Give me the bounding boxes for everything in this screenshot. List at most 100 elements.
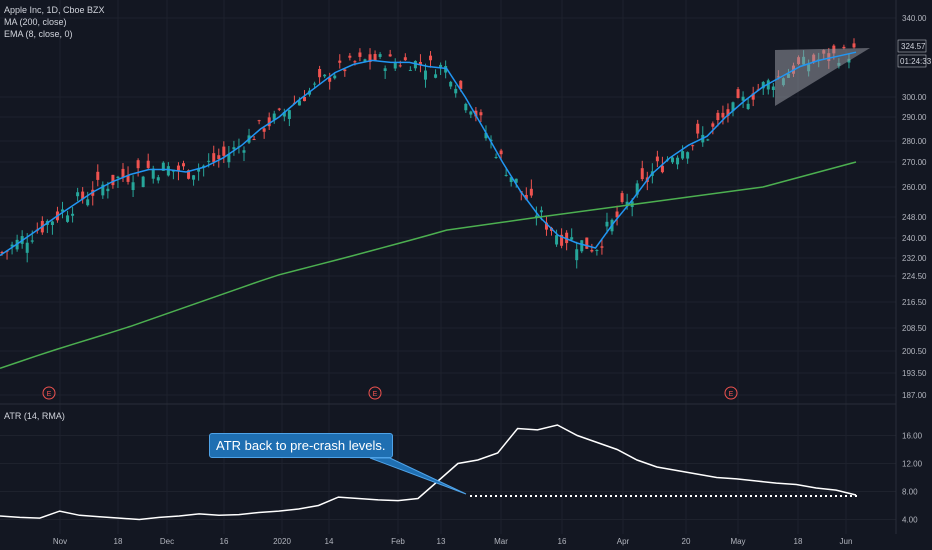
price-tick-label: 280.00	[902, 137, 927, 146]
candle-body	[287, 110, 291, 119]
time-tick-label: Mar	[494, 537, 508, 546]
price-tick-label: 260.00	[902, 183, 927, 192]
candle-body	[403, 57, 407, 61]
time-tick-label: 14	[325, 537, 334, 546]
candle-body	[494, 156, 498, 158]
price-tick-label: 240.00	[902, 234, 927, 243]
candle-body	[711, 123, 715, 127]
candle-body	[131, 182, 135, 191]
candle-body	[282, 111, 286, 117]
candle-body	[318, 69, 322, 78]
time-tick-label: 16	[558, 537, 567, 546]
candle-body	[741, 96, 745, 101]
candle-body	[686, 152, 690, 159]
candle-body	[181, 163, 185, 167]
candle-body	[660, 165, 664, 173]
atr-axis: 4.00 8.00 12.00 16.00	[902, 432, 923, 525]
price-tick-label: 208.50	[902, 324, 927, 333]
candle-body	[363, 59, 367, 62]
candle-body	[474, 110, 478, 117]
candle-body	[60, 209, 64, 212]
earnings-marker-label: E	[373, 391, 378, 398]
candle-body	[111, 174, 115, 186]
candle-body	[141, 176, 145, 188]
price-tick-label: 200.50	[902, 347, 927, 356]
candle-body	[605, 221, 609, 227]
annotation-callout[interactable]: ATR back to pre-crash levels.	[209, 433, 393, 458]
candle-body	[277, 108, 281, 110]
symbol-legend[interactable]: Apple Inc, 1D, Cboe BZX MA (200, close) …	[4, 4, 105, 40]
earnings-marker[interactable]	[42, 386, 56, 400]
time-axis: Nov 18 Dec 16 2020 14 Feb 13 Mar 16 Apr 20 May 18 Jun	[53, 537, 853, 546]
candle-body	[252, 139, 256, 141]
candle-body	[227, 154, 231, 163]
candle-body	[746, 103, 750, 109]
candle-body	[484, 132, 488, 139]
candle-body	[187, 170, 191, 179]
candle-body	[539, 210, 543, 213]
candle-body	[439, 64, 443, 68]
candle-body	[66, 215, 70, 222]
atr-tick-label: 8.00	[902, 488, 918, 497]
candle-body	[655, 156, 659, 162]
candle-body	[726, 109, 730, 116]
candle-body	[197, 168, 201, 172]
candle-body	[580, 240, 584, 252]
candle-body	[590, 250, 594, 252]
candle-body	[479, 112, 483, 116]
time-tick-label: Apr	[617, 537, 630, 546]
candle-body	[434, 74, 438, 78]
time-tick-label: 2020	[273, 537, 291, 546]
atr-legend[interactable]: ATR (14, RMA)	[4, 411, 65, 421]
candle-body	[575, 249, 579, 261]
candle-body	[146, 160, 150, 168]
grid	[0, 0, 896, 534]
time-tick-label: Feb	[391, 537, 405, 546]
candle-body	[706, 139, 710, 141]
ma200-line	[0, 161, 857, 370]
candle-body	[408, 69, 412, 71]
candle-body	[166, 166, 170, 176]
candle-body	[30, 240, 34, 242]
candle-body	[514, 178, 518, 183]
candle-body	[716, 112, 720, 121]
candle-body	[257, 120, 261, 122]
price-tick-label: 216.50	[902, 298, 927, 307]
price-tick-label: 290.00	[902, 113, 927, 122]
ma200-legend[interactable]: MA (200, close)	[4, 17, 67, 27]
candle-body	[696, 123, 700, 134]
candle-body	[544, 222, 548, 230]
candle-body	[570, 237, 574, 240]
ascending-triangle-drawing[interactable]	[775, 48, 870, 106]
price-axis: 187.00 193.50 200.50 208.50 216.50 224.50 232.…	[902, 14, 927, 400]
candle-body	[328, 77, 332, 82]
candle-body	[444, 66, 448, 73]
candle-body	[504, 174, 508, 176]
candle-body	[429, 55, 433, 61]
candle-body	[106, 188, 110, 192]
earnings-marker[interactable]	[368, 386, 382, 400]
candle-body	[635, 183, 639, 195]
price-tick-label: 193.50	[902, 369, 927, 378]
earnings-marker[interactable]	[724, 386, 738, 400]
earnings-marker-label: E	[47, 391, 52, 398]
candle-body	[640, 168, 644, 180]
candle-body	[262, 128, 266, 132]
candle-body	[272, 113, 276, 120]
candle-body	[388, 54, 392, 57]
ema-legend[interactable]: EMA (8, close, 0)	[4, 29, 73, 39]
candle-body	[449, 81, 453, 87]
candle-body	[383, 68, 387, 71]
symbol-title: Apple Inc, 1D, Cboe BZX	[4, 5, 105, 15]
candle-body	[721, 112, 725, 118]
price-tick-label: 187.00	[902, 391, 927, 400]
ema-line	[0, 51, 857, 257]
candle-body	[353, 61, 357, 63]
candle-body	[71, 213, 75, 216]
candle-body	[333, 75, 337, 79]
timer-badge-bg	[897, 54, 927, 68]
candle-body	[469, 111, 473, 115]
candle-body	[418, 61, 422, 66]
